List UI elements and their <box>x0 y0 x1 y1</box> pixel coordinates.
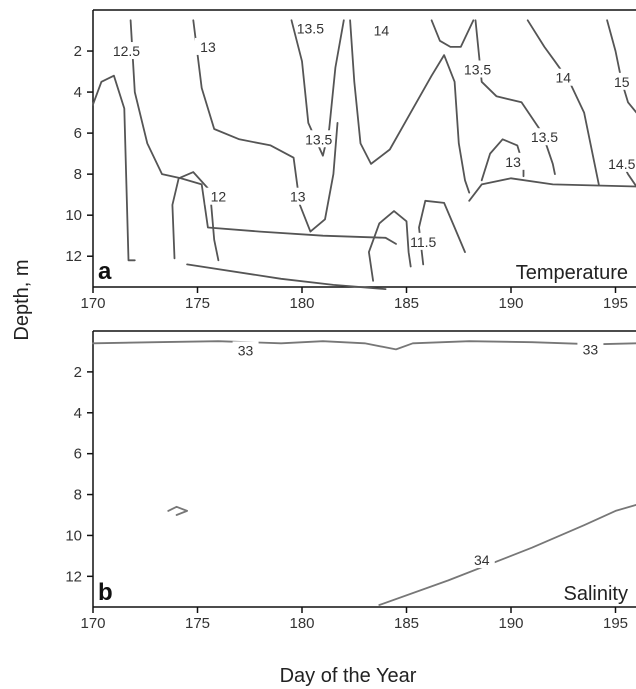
salinity-y-tick-label: 8 <box>74 487 82 504</box>
panel-a-title: Temperature <box>516 262 628 284</box>
temperature-contour-label: 14.5 <box>608 156 635 172</box>
temperature-contour-label: 13 <box>290 189 306 205</box>
temperature-contours: 12.5 13 13.5 14 13.5 14 15 13.5 13.5 13 14.5 12 13 11… <box>92 19 636 290</box>
temperature-x-tick-label: 170 <box>80 295 105 312</box>
salinity-contour-34-line <box>378 503 636 606</box>
temperature-y-tick-label: 2 <box>74 43 82 60</box>
temperature-contour-label-bg <box>608 72 635 90</box>
temperature-x-tick-label: 175 <box>185 295 210 312</box>
salinity-contour-label-bg <box>468 550 495 568</box>
salinity-x-ticks: 170 175 180 185 190 195 <box>80 607 628 632</box>
panel-a-letter: a <box>98 258 112 285</box>
temperature-contour-15-line <box>606 19 636 114</box>
salinity-y-tick-label: 2 <box>74 364 82 381</box>
temperature-contour-13-line <box>192 19 339 233</box>
temperature-contour-13-line <box>468 177 636 202</box>
temperature-contour-label: 13.5 <box>297 20 324 36</box>
salinity-contour-34-line <box>167 505 188 516</box>
temperature-contour-label-bg <box>194 37 221 55</box>
salinity-x-tick-label: 185 <box>394 615 419 632</box>
salinity-y-tick-label: 4 <box>74 405 82 422</box>
temperature-contour-label-bg <box>550 68 577 86</box>
temperature-contour-label: 12.5 <box>113 43 140 59</box>
temperature-contour-label-bg <box>368 21 395 39</box>
temperature-contour-label: 13 <box>200 39 216 55</box>
salinity-contour-label-bg <box>232 341 259 359</box>
temperature-contour-label: 14 <box>374 23 390 39</box>
panel-b-title: Salinity <box>564 583 628 605</box>
temperature-contour-label-bg <box>531 128 558 146</box>
temperature-contour-label: 12 <box>211 189 227 205</box>
temperature-y-tick-label: 12 <box>65 248 82 265</box>
salinity-x-tick-label: 175 <box>185 615 210 632</box>
temperature-y-tick-label: 4 <box>74 84 82 101</box>
temperature-contour-label: 13 <box>505 154 521 170</box>
salinity-x-tick-label: 190 <box>498 615 523 632</box>
temperature-contour-label-bg <box>205 187 232 205</box>
temperature-contour-12-line <box>171 171 220 262</box>
temperature-y-tick-label: 6 <box>74 125 82 142</box>
temperature-contour-label-bg <box>608 154 635 172</box>
temperature-contour-label-bg <box>500 152 527 170</box>
salinity-contour-label: 33 <box>238 342 254 358</box>
salinity-x-tick-label: 195 <box>603 615 628 632</box>
y-axis-title: Depth, m <box>11 259 33 340</box>
salinity-contour-label-bg <box>577 340 604 358</box>
temperature-x-tick-label: 190 <box>498 295 523 312</box>
temperature-contour-label: 13.5 <box>305 131 332 147</box>
temperature-x-tick-label: 180 <box>289 295 314 312</box>
salinity-contour-label: 34 <box>474 552 490 568</box>
salinity-x-tick-label: 170 <box>80 615 105 632</box>
salinity-y-tick-label: 10 <box>65 527 82 544</box>
salinity-y-ticks: 2 4 6 8 10 12 <box>65 364 93 585</box>
temperature-contour-label-bg <box>410 232 437 250</box>
panel-temperature: 12.5 13 13.5 14 13.5 14 15 13.5 13.5 13 14.5 12 13 11… <box>65 9 636 312</box>
x-axis-title: Day of the Year <box>280 665 417 687</box>
salinity-y-tick-label: 12 <box>65 568 82 585</box>
temperature-contour-label: 11.5 <box>410 234 436 250</box>
temperature-contour-label-bg <box>297 19 324 37</box>
temperature-contour-label: 13.5 <box>464 62 491 78</box>
temperature-x-ticks: 170 175 180 185 190 195 <box>80 287 628 312</box>
temperature-y-tick-label: 8 <box>74 166 82 183</box>
temperature-contour-12-line <box>186 263 387 290</box>
temperature-contour-14-line <box>526 19 600 186</box>
temperature-contour-label: 15 <box>614 74 630 90</box>
temperature-contour-12-5-line <box>92 74 136 262</box>
temperature-x-tick-label: 185 <box>394 295 419 312</box>
salinity-contours: 33 33 34 <box>92 340 636 606</box>
temperature-contour-11-5-line <box>418 199 466 266</box>
temperature-contour-13-line <box>349 19 471 194</box>
temperature-contour-13-5-line <box>290 19 345 157</box>
salinity-x-tick-label: 180 <box>289 615 314 632</box>
panel-salinity: 33 33 34 2 4 6 8 10 12 170 175 180 185 190 195 b Sal… <box>65 330 636 632</box>
temperature-contour-13-5-line <box>474 19 556 175</box>
temperature-contour-label: 13.5 <box>531 129 558 145</box>
temperature-x-tick-label: 195 <box>603 295 628 312</box>
temperature-contour-label: 14 <box>555 70 571 86</box>
temperature-y-tick-label: 10 <box>65 207 82 224</box>
salinity-contour-33-line <box>92 340 636 351</box>
temperature-contour-13-5-line <box>430 19 475 48</box>
temperature-contour-label-bg <box>284 187 311 205</box>
temperature-contour-label-bg <box>113 42 140 60</box>
salinity-y-tick-label: 6 <box>74 446 82 463</box>
panel-b-letter: b <box>98 579 113 606</box>
salinity-contour-label: 33 <box>583 341 599 357</box>
temperature-contour-11-5-line <box>368 210 412 282</box>
temperature-contour-label-bg <box>305 130 332 148</box>
temperature-y-ticks: 2 4 6 8 10 12 <box>65 43 93 265</box>
temperature-contour-12-5-line <box>129 19 397 245</box>
temperature-contour-label-bg <box>464 60 491 78</box>
